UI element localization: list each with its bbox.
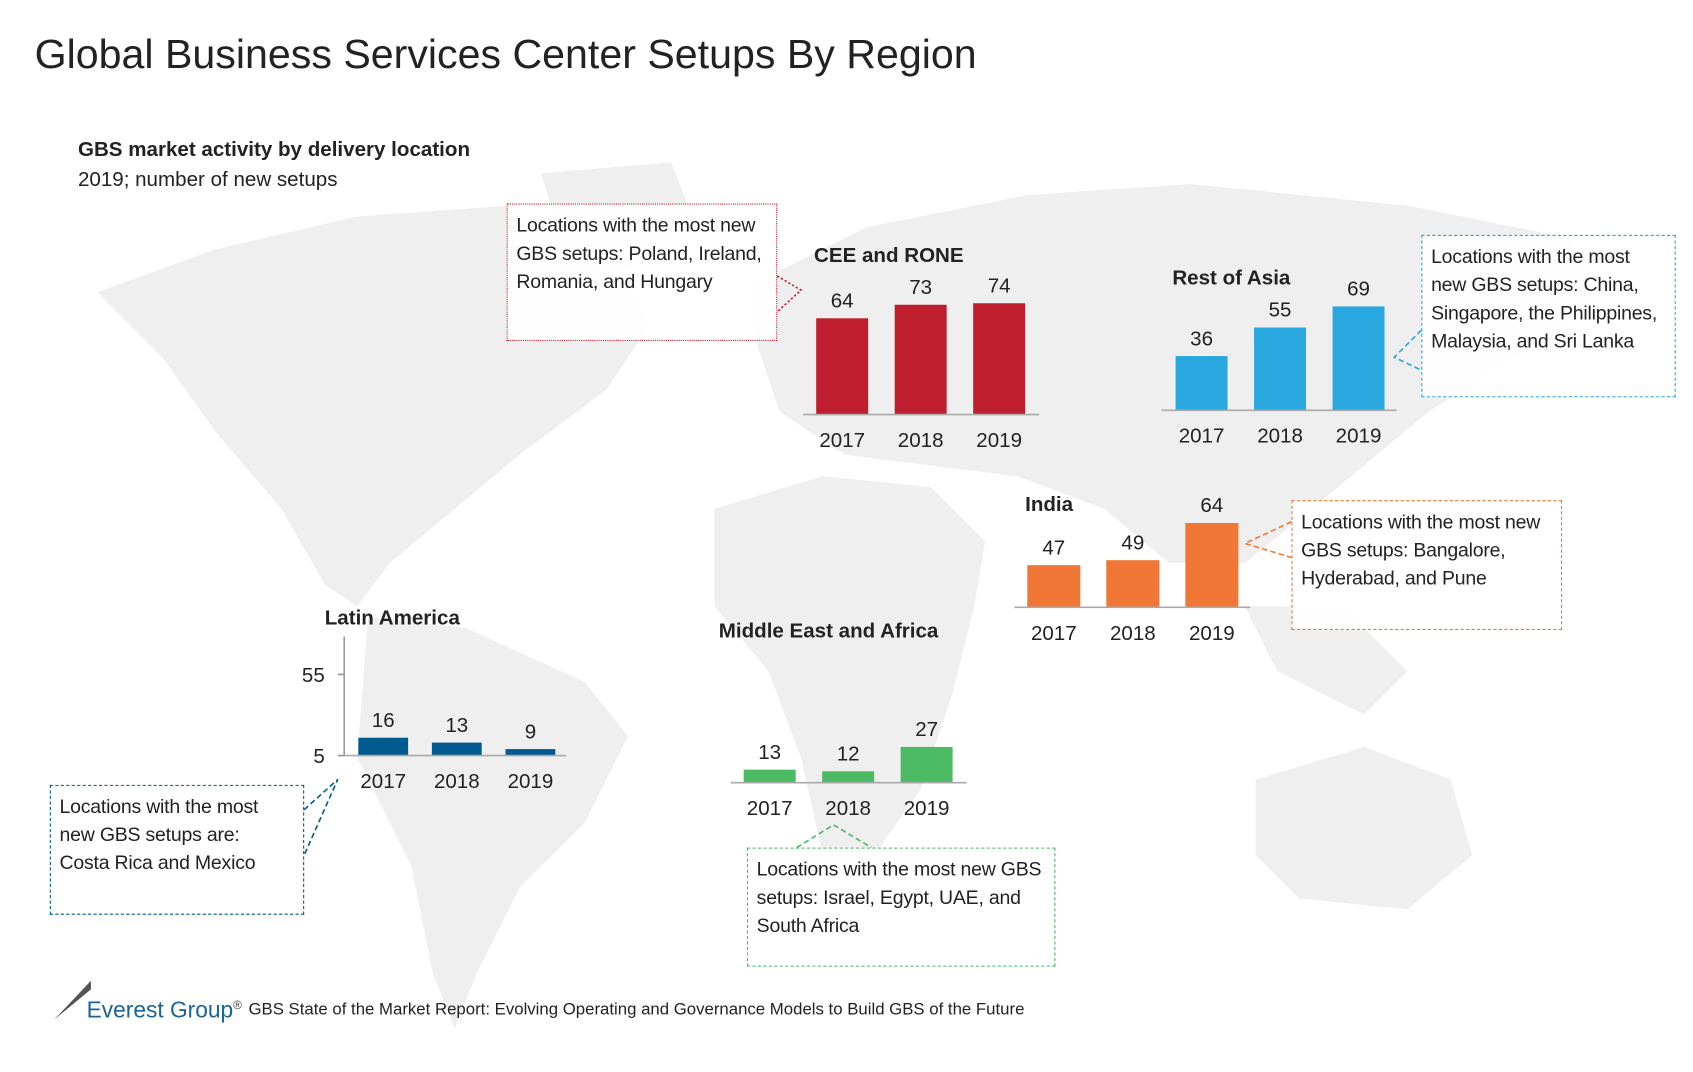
bar-india-2018	[1106, 560, 1160, 608]
data-label-cee-2019: 74	[988, 274, 1011, 297]
data-label-india-2018: 49	[1121, 531, 1144, 554]
data-label-india-2019: 64	[1200, 494, 1223, 517]
chart-title-mea: Middle East and Africa	[719, 620, 939, 643]
footer: Everest Group® GBS State of the Market R…	[52, 980, 1025, 1024]
data-label-mea-2019: 27	[915, 718, 938, 741]
callout-middle-east-africa: Locations with the most new GBS setups: …	[746, 847, 1056, 967]
data-label-latam-2017: 16	[372, 709, 395, 732]
x-tick-label-latam-2018: 2018	[434, 770, 480, 793]
x-tick-label-india-2017: 2017	[1031, 622, 1077, 645]
bar-asia-2017	[1175, 356, 1228, 411]
callout-rest-of-asia: Locations with the most new GBS setups: …	[1421, 234, 1676, 398]
x-tick-label-asia-2019: 2019	[1336, 425, 1382, 448]
data-label-asia-2018: 55	[1269, 299, 1292, 322]
chart-title-asia: Rest of Asia	[1172, 267, 1291, 290]
x-tick-label-mea-2018: 2018	[825, 797, 871, 820]
bar-latam-2018	[431, 742, 482, 756]
bar-cee-2018	[894, 304, 947, 415]
data-label-cee-2018: 73	[909, 276, 932, 299]
x-tick-label-cee-2019: 2019	[976, 429, 1022, 452]
brand-text: Everest Group	[86, 998, 234, 1023]
data-label-latam-2018: 13	[445, 714, 468, 737]
data-label-india-2017: 47	[1042, 536, 1065, 559]
chart-title-latam: Latin America	[325, 607, 461, 630]
bar-asia-2019	[1332, 306, 1385, 411]
bar-india-2017	[1027, 565, 1081, 608]
data-label-asia-2019: 69	[1347, 278, 1370, 301]
x-tick-label-india-2019: 2019	[1189, 622, 1235, 645]
everest-logo: Everest Group®	[52, 980, 242, 1024]
chart-subtitle-detail: 2019; number of new setups	[77, 168, 338, 192]
x-tick-label-asia-2018: 2018	[1257, 425, 1303, 448]
southeast-asia-shape	[1244, 606, 1408, 715]
pointer-asia	[1392, 329, 1422, 371]
data-label-mea-2017: 13	[758, 741, 781, 764]
callout-latin-america: Locations with the most new GBS setups a…	[49, 784, 305, 915]
x-tick-label-mea-2017: 2017	[747, 797, 793, 820]
bar-asia-2018	[1254, 327, 1307, 411]
pointer-latam	[303, 778, 339, 856]
x-tick-label-india-2018: 2018	[1110, 622, 1156, 645]
australia-shape	[1255, 746, 1473, 910]
x-tick-label-cee-2017: 2017	[819, 429, 865, 452]
chart-title-cee: CEE and RONE	[814, 244, 964, 267]
mountain-logo-icon	[54, 980, 91, 1020]
pointer-cee	[776, 275, 803, 313]
data-label-mea-2018: 12	[837, 742, 860, 765]
bar-cee-2017	[816, 318, 869, 415]
x-tick-label-asia-2017: 2017	[1179, 425, 1225, 448]
pointer-india	[1242, 521, 1292, 559]
x-tick-label-mea-2019: 2019	[904, 797, 950, 820]
bar-latam-2019	[505, 749, 556, 756]
bar-mea-2018	[822, 771, 875, 783]
x-tick-label-latam-2017: 2017	[360, 770, 406, 793]
data-label-cee-2017: 64	[831, 289, 854, 312]
callout-india: Locations with the most new GBS setups: …	[1291, 500, 1563, 631]
page-title: Global Business Services Center Setups B…	[34, 32, 977, 78]
pointer-mea	[796, 823, 872, 849]
data-label-latam-2019: 9	[525, 720, 536, 743]
chart-title-india: India	[1025, 493, 1074, 516]
y-tick-label-latam-top: 55	[302, 664, 325, 687]
x-tick-label-cee-2018: 2018	[898, 429, 944, 452]
bar-latam-2017	[358, 737, 409, 756]
south-america-shape	[357, 617, 628, 1029]
footer-report-title: GBS State of the Market Report: Evolving…	[248, 1000, 1025, 1019]
bar-cee-2019	[973, 303, 1026, 415]
bar-india-2019	[1185, 522, 1239, 608]
bar-mea-2019	[900, 746, 953, 783]
bar-mea-2017	[743, 769, 796, 783]
y-tick-label-latam-bottom: 5	[313, 745, 324, 768]
brand-name: Everest Group®	[52, 998, 242, 1024]
x-tick-label-latam-2019: 2019	[508, 770, 554, 793]
callout-cee: Locations with the most new GBS setups: …	[506, 203, 778, 341]
chart-subtitle: GBS market activity by delivery location	[77, 138, 471, 162]
registered-mark: ®	[233, 999, 242, 1013]
data-label-asia-2017: 36	[1190, 327, 1213, 350]
